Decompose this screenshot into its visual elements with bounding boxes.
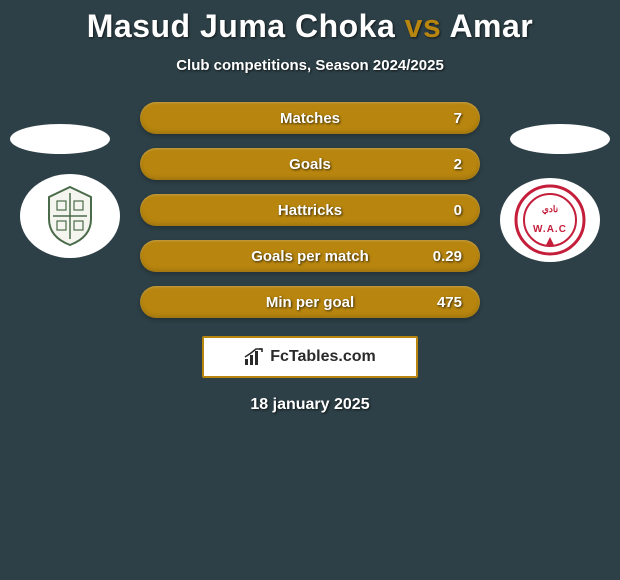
crest-icon — [35, 181, 105, 251]
stat-bar-goals: Goals 2 — [140, 148, 480, 180]
stat-value-right: 2 — [454, 156, 462, 173]
stat-label: Matches — [280, 110, 340, 127]
wac-badge-icon: نادي W.A.C — [512, 182, 588, 258]
player2-name: Amar — [449, 8, 533, 44]
stat-label: Min per goal — [266, 294, 354, 311]
brand-box: FcTables.com — [202, 336, 418, 378]
stat-bar-hattricks: Hattricks 0 — [140, 194, 480, 226]
team-badge-left-inner — [32, 178, 108, 254]
bar-chart-icon — [244, 348, 264, 366]
subtitle: Club competitions, Season 2024/2025 — [0, 57, 620, 74]
stat-label: Goals — [289, 156, 331, 173]
stat-value-right: 475 — [437, 294, 462, 311]
svg-text:نادي: نادي — [542, 204, 558, 215]
vs-separator: vs — [405, 8, 442, 44]
brand-text: FcTables.com — [270, 348, 376, 366]
comparison-infographic: Masud Juma Choka vs Amar Club competitio… — [0, 0, 620, 580]
page-title: Masud Juma Choka vs Amar — [0, 8, 620, 45]
stat-label: Goals per match — [251, 248, 369, 265]
stat-bar-matches: Matches 7 — [140, 102, 480, 134]
team-badge-left — [20, 174, 120, 258]
stat-value-right: 7 — [454, 110, 462, 127]
stat-value-right: 0.29 — [433, 248, 462, 265]
stat-label: Hattricks — [278, 202, 342, 219]
stat-bar-goals-per-match: Goals per match 0.29 — [140, 240, 480, 272]
player1-name: Masud Juma Choka — [87, 8, 396, 44]
team-badge-right-inner: نادي W.A.C — [512, 182, 588, 258]
team-badge-right: نادي W.A.C — [500, 178, 600, 262]
team-oval-left — [10, 124, 110, 154]
stat-value-right: 0 — [454, 202, 462, 219]
date-label: 18 january 2025 — [0, 396, 620, 414]
team-oval-right — [510, 124, 610, 154]
stat-bar-min-per-goal: Min per goal 475 — [140, 286, 480, 318]
svg-text:W.A.C: W.A.C — [533, 224, 567, 235]
